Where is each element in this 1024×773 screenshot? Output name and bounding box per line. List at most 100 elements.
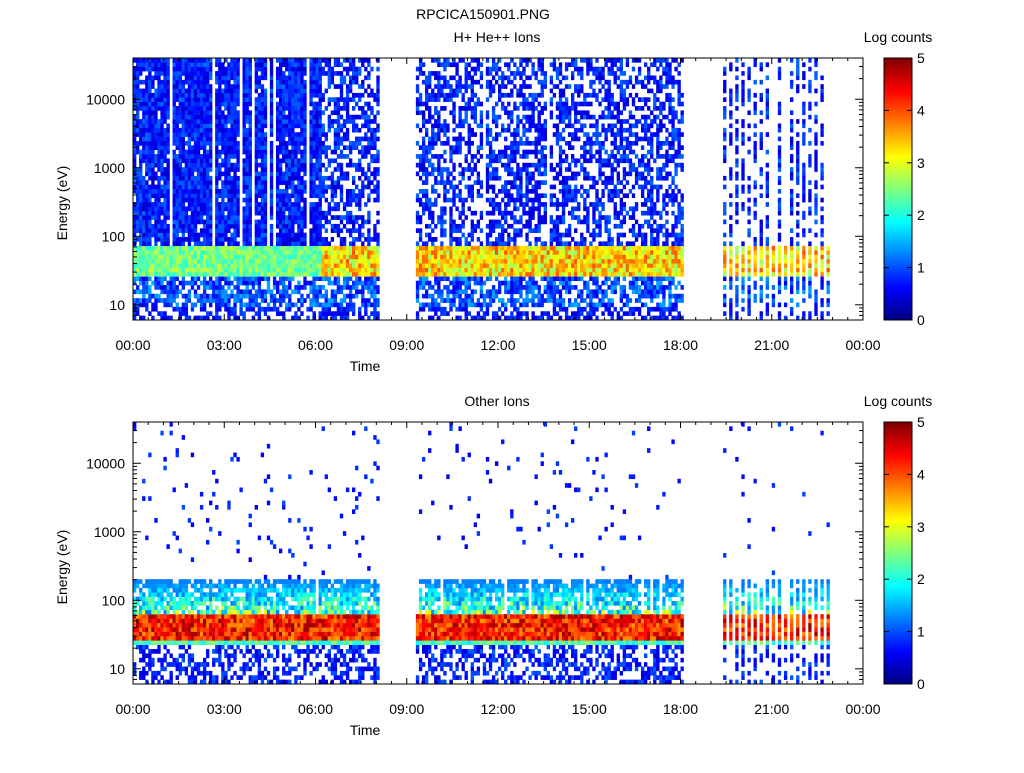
spectrogram-cell <box>206 175 210 181</box>
spectrogram-cell <box>257 110 262 116</box>
spectrogram-cell <box>370 154 374 159</box>
spectrogram-cell <box>157 136 161 142</box>
spectrogram-cell <box>181 306 186 312</box>
spectrogram-cell <box>160 250 164 255</box>
spectrogram-cell <box>133 154 137 159</box>
spectrogram-cell <box>461 263 465 268</box>
spectrogram-cell <box>245 210 249 216</box>
spectrogram-cell <box>458 110 462 116</box>
spectrogram-cell <box>154 276 158 281</box>
spectrogram-cell <box>285 88 289 94</box>
spectrogram-cell <box>479 123 484 129</box>
spectrogram-cell <box>464 293 468 299</box>
spectrogram-cell <box>315 136 319 142</box>
spectrogram-cell <box>309 154 313 159</box>
spectrogram-cell <box>199 219 204 225</box>
spectrogram-cell <box>160 106 164 111</box>
spectrogram-cell <box>148 145 152 150</box>
spectrogram-cell <box>425 293 429 299</box>
spectrogram-cell <box>227 97 231 102</box>
spectrogram-cell <box>206 162 210 168</box>
spectrogram-cell <box>294 206 298 212</box>
spectrogram-cell <box>288 158 292 164</box>
spectrogram-cell <box>449 75 453 81</box>
spectrogram-cell <box>300 241 304 247</box>
spectrogram-cell <box>428 162 432 168</box>
spectrogram-cell <box>358 162 362 168</box>
spectrogram-cell <box>166 250 170 255</box>
spectrogram-cell <box>163 92 167 98</box>
spectrogram-cell <box>160 158 164 164</box>
spectrogram-cell <box>206 123 210 129</box>
spectrogram-cell <box>345 302 350 308</box>
spectrogram-cell <box>425 127 429 133</box>
spectrogram-cell <box>415 315 420 321</box>
spectrogram-cell <box>303 245 307 251</box>
spectrogram-cell <box>345 58 350 63</box>
spectrogram-cell <box>458 119 462 124</box>
spectrogram-cell <box>352 311 356 316</box>
spectrogram-cell <box>269 250 274 255</box>
spectrogram-cell <box>431 145 435 150</box>
spectrogram-cell <box>190 127 195 133</box>
spectrogram-cell <box>303 132 307 137</box>
spectrogram-cell <box>467 241 471 247</box>
spectrogram-cell <box>172 114 176 120</box>
spectrogram-cell <box>516 298 520 303</box>
spectrogram-cell <box>458 88 462 94</box>
spectrogram-cell <box>181 223 186 229</box>
spectrogram-cell <box>494 245 499 251</box>
spectrogram-cell <box>443 254 447 260</box>
spectrogram-cell <box>309 215 313 220</box>
spectrogram-cell <box>312 119 316 124</box>
spectrogram-cell <box>312 206 316 212</box>
spectrogram-cell <box>181 110 186 116</box>
spectrogram-cell <box>154 110 158 116</box>
spectrogram-cell <box>291 258 295 264</box>
spectrogram-cell <box>470 127 474 133</box>
spectrogram-cell <box>279 97 283 102</box>
spectrogram-cell <box>507 145 511 150</box>
spectrogram-cell <box>498 92 502 98</box>
spectrogram-cell <box>160 193 164 199</box>
spectrogram-cell <box>178 140 182 146</box>
spectrogram-cell <box>428 140 432 146</box>
spectrogram-cell <box>136 62 140 68</box>
spectrogram-cell <box>452 75 456 81</box>
spectrogram-cell <box>364 66 368 72</box>
spectrogram-cell <box>272 254 277 260</box>
spectrogram-cell <box>282 132 286 137</box>
spectrogram-cell <box>291 66 295 72</box>
spectrogram-cell <box>501 223 505 229</box>
spectrogram-cell <box>285 250 289 255</box>
spectrogram-cell <box>324 210 328 216</box>
spectrogram-cell <box>318 114 322 120</box>
spectrogram-cell <box>209 241 213 247</box>
spectrogram-cell <box>345 84 350 89</box>
spectrogram-cell <box>285 162 289 168</box>
spectrogram-cell <box>242 106 246 111</box>
spectrogram-cell <box>230 241 234 247</box>
spectrogram-cell <box>455 71 459 76</box>
spectrogram-cell <box>257 258 262 264</box>
spectrogram-cell <box>209 145 213 150</box>
spectrogram-cell <box>516 245 520 251</box>
spectrogram-cell <box>431 302 435 308</box>
spectrogram-cell <box>376 245 380 251</box>
spectrogram-cell <box>163 97 167 102</box>
spectrogram-cell <box>479 267 484 273</box>
spectrogram-cell <box>452 293 456 299</box>
spectrogram-cell <box>184 184 189 190</box>
spectrogram-cell <box>291 110 295 116</box>
spectrogram-cell <box>206 210 210 216</box>
spectrogram-cell <box>431 263 435 268</box>
spectrogram-cell <box>260 184 265 190</box>
spectrogram-cell <box>206 75 210 81</box>
spectrogram-cell <box>367 215 371 220</box>
spectrogram-cell <box>352 258 356 264</box>
spectrogram-cell <box>151 271 155 277</box>
spectrogram-cell <box>254 162 259 168</box>
spectrogram-cell <box>342 97 347 102</box>
spectrogram-cell <box>446 250 450 255</box>
spectrogram-cell <box>248 110 252 116</box>
